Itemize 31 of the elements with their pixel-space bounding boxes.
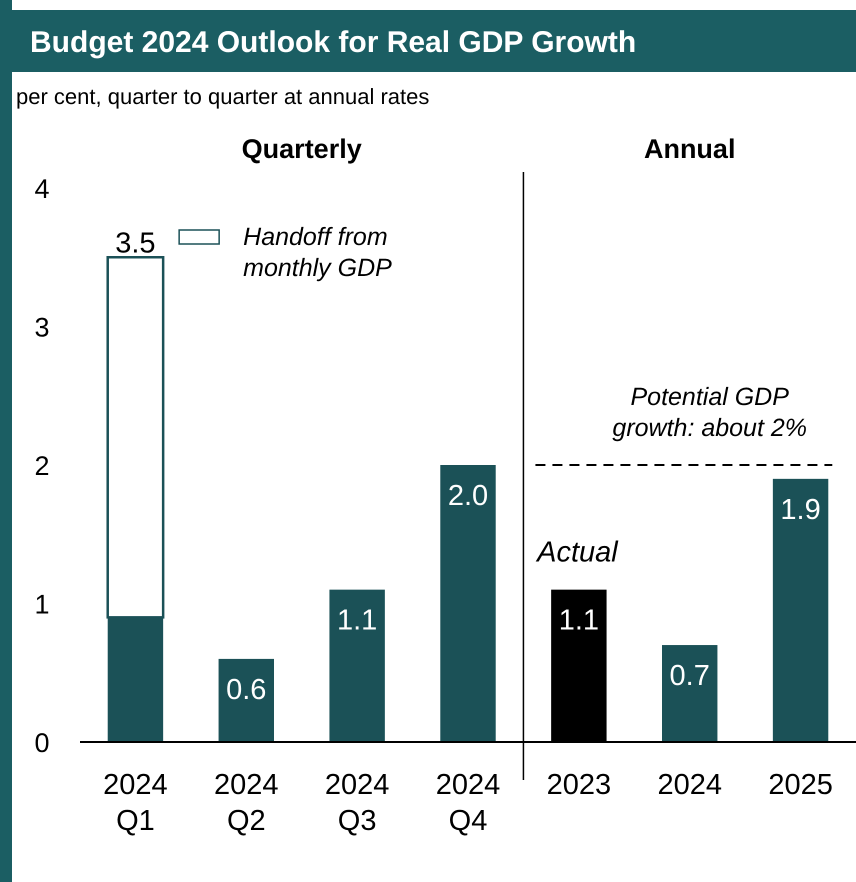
x-tick-label: 2024 Q2 — [214, 769, 279, 837]
data-label: 1.1 — [558, 604, 600, 637]
x-tick-label: 2025 — [768, 769, 833, 801]
x-tick-label: 2024 Q3 — [324, 769, 390, 837]
y-tick-label: 4 — [34, 174, 50, 204]
bar — [662, 645, 718, 742]
x-tick-label: 2023 — [546, 769, 612, 801]
ref-line-label: Potential GDP growth: about 2% — [612, 383, 808, 442]
data-label: 1.1 — [336, 604, 378, 637]
x-tick-label: 2024 — [657, 769, 722, 801]
y-tick-label: 3 — [34, 312, 50, 342]
bar — [329, 590, 385, 742]
data-label: 0.6 — [226, 674, 266, 706]
bar — [440, 465, 496, 742]
y-tick-label: 1 — [34, 590, 50, 620]
bar — [218, 658, 274, 742]
annotation: Actual — [535, 536, 620, 569]
data-label: 0.7 — [670, 660, 710, 692]
chart-subtitle: per cent, quarter to quarter at annual rates — [16, 84, 430, 109]
x-tick-label: 2024 Q1 — [103, 769, 168, 837]
x-tick-label: 2024 Q4 — [436, 769, 500, 837]
legend-label: Handoff from monthly GDP — [243, 223, 392, 282]
y-tick-label: 2 — [34, 451, 50, 481]
data-label: 2.0 — [448, 480, 488, 512]
data-label: 1.9 — [780, 494, 821, 526]
chart-title: Budget 2024 Outlook for Real GDP Growth — [30, 26, 636, 59]
total-label: 3.5 — [115, 227, 156, 260]
text: Quarterly — [242, 134, 362, 164]
text: Annual — [644, 134, 736, 164]
bar — [772, 478, 828, 742]
y-tick-label: 0 — [34, 728, 50, 758]
